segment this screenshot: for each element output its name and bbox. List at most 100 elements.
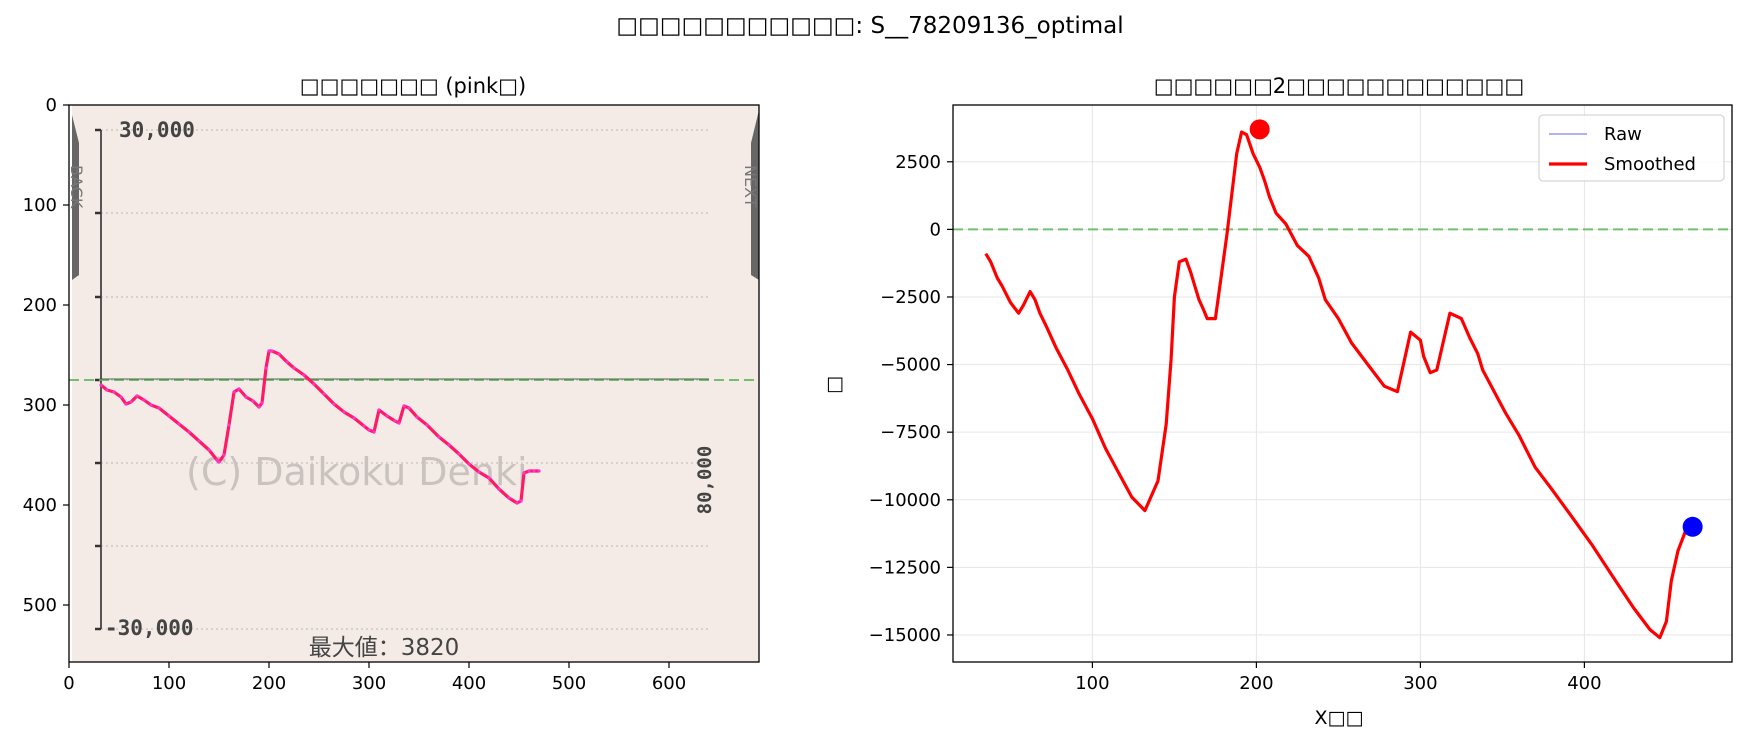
right-panel: □□□□□□2□□□□□□□□□□□□ 100 200 300 400 2500 0 −25… [823,74,1733,729]
y-axis-label: □ [823,376,845,394]
right-x-tick-label: 200 [1239,673,1273,694]
series-smoothed-line [984,130,1694,640]
trace-point [332,402,336,406]
right-y-tick-label: −10000 [869,490,941,511]
right-x-tick-label: 100 [1075,673,1109,694]
left-y-tick-label: 100 [23,195,57,216]
trace-point [167,414,171,418]
image-right-value: 80,000 [694,446,716,515]
trace-point [322,392,326,396]
trace-point [407,406,411,410]
back-arrow-icon [72,115,79,280]
trace-point [415,415,419,419]
trace-point [497,487,501,491]
right-series [984,119,1703,640]
left-panel-title: □□□□□□□ (pink□) [300,74,526,98]
trace-point [362,424,366,428]
trace-point [149,403,153,407]
image-max-value: 最大値：3820 [309,635,460,661]
trace-point [367,428,371,432]
trace-point [372,430,376,434]
trace-point [515,501,519,505]
trace-point [177,422,181,426]
left-x-tick-label: 100 [152,673,186,694]
left-axes: 0 100 200 300 400 500 600 0 100 200 300 400 500 [23,95,760,694]
left-x-tick-label: 300 [352,673,386,694]
trace-point [227,423,231,427]
right-y-tick-label: −2500 [880,287,941,308]
trace-point [277,352,281,356]
trace-point [312,382,316,386]
trace-point [507,496,511,500]
trace-point [527,469,531,473]
trace-point [244,395,248,399]
trace-point [251,399,255,403]
right-grid [953,105,1732,662]
trace-point [477,470,481,474]
trace-point [222,453,226,457]
trace-point [232,390,236,394]
image-top-value: 30,000 [119,118,195,142]
trace-point [447,443,451,447]
trace-point [342,410,346,414]
trace-point [237,387,241,391]
trace-point [112,390,116,394]
trace-point [532,469,536,473]
trace-point [302,373,306,377]
trace-point [402,404,406,408]
trace-point [99,383,103,387]
trace-point [519,499,523,503]
trace-point [487,476,491,480]
right-x-tick-label: 400 [1567,673,1601,694]
left-x-tick-label: 200 [252,673,286,694]
x-axis-label: X□□ [1315,707,1364,729]
image-watermark: (C) Daikoku Denki [186,450,528,494]
trace-point [197,439,201,443]
trace-point [522,471,526,475]
pink-trace-line [99,349,539,505]
trace-point [105,388,109,392]
trace-point [119,395,123,399]
trace-point [264,366,268,370]
right-y-tick-label: −7500 [880,422,941,443]
trace-point [217,460,221,464]
trace-point [292,366,296,370]
left-x-tick-label: 500 [552,673,586,694]
legend: Raw Smoothed [1538,114,1725,182]
trace-point [187,430,191,434]
trace-point [352,416,356,420]
image-bottom-value: -30,000 [105,616,194,640]
trace-point [537,469,541,473]
next-label: NEXT [741,165,760,208]
trace-point [135,394,139,398]
back-label: BACK [67,165,86,209]
right-x-tick-label: 300 [1403,673,1437,694]
next-arrow-icon [751,110,759,280]
pink-trace [99,349,541,505]
trace-point [267,349,271,353]
legend-label-smoothed: Smoothed [1604,154,1696,175]
image-background [72,105,759,662]
end-point-marker [1682,516,1703,537]
left-x-tick-label: 600 [652,673,686,694]
trace-point [437,435,441,439]
trace-point [142,398,146,402]
trace-point [393,419,397,423]
extracted-graph-image: BACK NEXT 30,000 -30,000 80,000 (C) Daikoku D… [67,105,760,662]
legend-label-raw: Raw [1604,124,1642,145]
left-y-tick-label: 200 [23,295,57,316]
trace-point [124,402,128,406]
left-panel: □□□□□□□ (pink□) BACK NEXT 30,000 -30,000 80,… [23,74,760,694]
right-axes: 100 200 300 400 2500 0 −2500 −5000 −7500 −10000 −1… [869,104,1733,694]
figure-title: □□□□□□□□□□□: S__78209136_optimal [616,13,1123,39]
trace-point [285,360,289,364]
right-y-tick-label: 0 [930,219,941,240]
series-raw-line [985,131,1693,639]
right-panel-title: □□□□□□2□□□□□□□□□□□□ [1154,74,1525,98]
trace-point [467,462,471,466]
left-y-tick-label: 400 [23,495,57,516]
left-x-tick-label: 400 [452,673,486,694]
left-y-tick-label: 0 [46,95,57,116]
trace-point [377,408,381,412]
trace-point [129,400,133,404]
